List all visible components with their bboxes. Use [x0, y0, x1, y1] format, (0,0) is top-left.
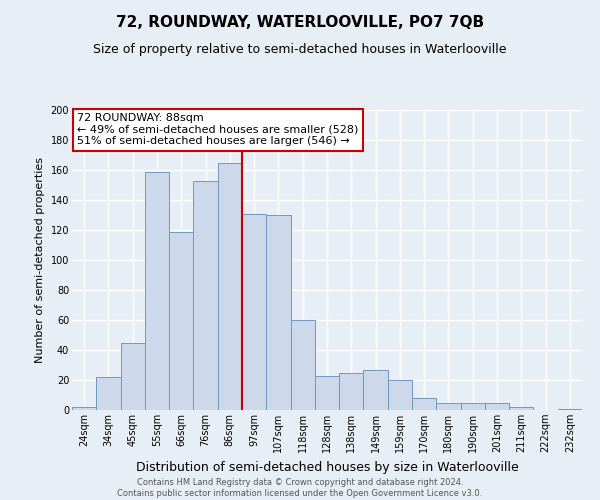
Text: 72, ROUNDWAY, WATERLOOVILLE, PO7 7QB: 72, ROUNDWAY, WATERLOOVILLE, PO7 7QB [116, 15, 484, 30]
Bar [169, 232, 193, 410]
Text: Size of property relative to semi-detached houses in Waterlooville: Size of property relative to semi-detach… [93, 42, 507, 56]
Bar [558, 408, 582, 410]
Bar [96, 377, 121, 410]
Bar [145, 172, 169, 410]
Bar [121, 342, 145, 410]
Bar [72, 407, 96, 410]
Text: 72 ROUNDWAY: 88sqm
← 49% of semi-detached houses are smaller (528)
51% of semi-d: 72 ROUNDWAY: 88sqm ← 49% of semi-detache… [77, 113, 358, 146]
Bar [436, 402, 461, 410]
Bar [193, 180, 218, 410]
Bar [339, 372, 364, 410]
Bar [218, 162, 242, 410]
Text: Contains HM Land Registry data © Crown copyright and database right 2024.
Contai: Contains HM Land Registry data © Crown c… [118, 478, 482, 498]
Bar [315, 376, 339, 410]
Y-axis label: Number of semi-detached properties: Number of semi-detached properties [35, 157, 45, 363]
Bar [485, 402, 509, 410]
Bar [509, 407, 533, 410]
Bar [412, 398, 436, 410]
X-axis label: Distribution of semi-detached houses by size in Waterlooville: Distribution of semi-detached houses by … [136, 460, 518, 473]
Bar [388, 380, 412, 410]
Bar [461, 402, 485, 410]
Bar [364, 370, 388, 410]
Bar [242, 214, 266, 410]
Bar [266, 215, 290, 410]
Bar [290, 320, 315, 410]
